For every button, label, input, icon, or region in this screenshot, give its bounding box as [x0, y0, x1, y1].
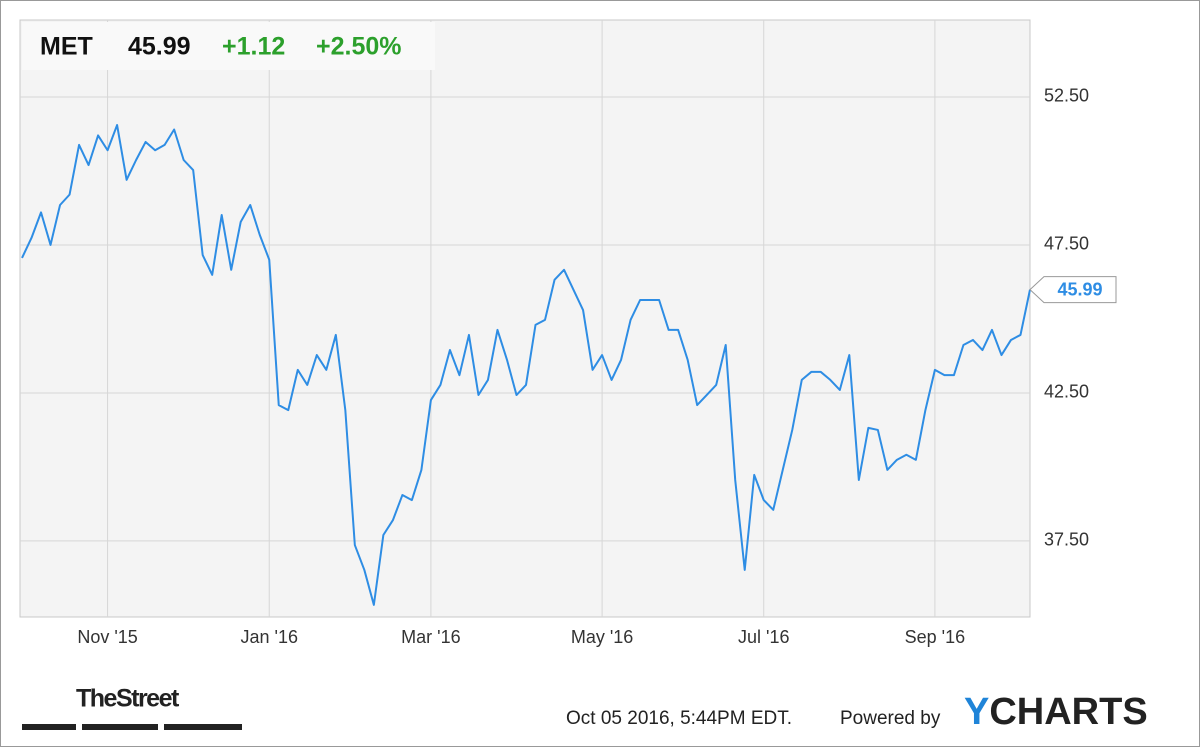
logo-bar [164, 724, 242, 730]
powered-by: Powered by [840, 708, 941, 729]
data-layer [21, 124, 1031, 606]
x-tick-label: Jan '16 [241, 627, 298, 647]
logo-bar [22, 724, 76, 730]
y-tick-label: 42.50 [1044, 382, 1089, 402]
ticker: MET [40, 33, 93, 61]
source-logo: TheStreet [76, 685, 180, 713]
x-tick-label: Mar '16 [401, 627, 460, 647]
y-tick-label: 52.50 [1044, 86, 1089, 106]
y-tick-label: 37.50 [1044, 530, 1089, 550]
x-tick-label: Nov '15 [77, 627, 137, 647]
logo-bar [82, 724, 158, 730]
logo-y: Y [964, 691, 989, 733]
change-percent: +2.50% [316, 33, 402, 61]
price-line [21, 124, 1031, 606]
header-box [22, 22, 435, 70]
logo-rest: CHARTS [989, 691, 1147, 733]
plot-area [19, 19, 1031, 618]
ycharts-logo: YCHARTS [964, 691, 1148, 733]
x-tick-label: Sep '16 [905, 627, 966, 647]
y-tick-label: 47.50 [1044, 234, 1089, 254]
price: 45.99 [128, 33, 191, 61]
x-tick-label: May '16 [571, 627, 633, 647]
last-value-callout [1029, 276, 1117, 304]
change: +1.12 [222, 33, 285, 61]
grid [20, 20, 1030, 617]
timestamp: Oct 05 2016, 5:44PM EDT. [566, 708, 792, 729]
x-tick-label: Jul '16 [738, 627, 789, 647]
last-value-label: 45.99 [1057, 279, 1102, 299]
